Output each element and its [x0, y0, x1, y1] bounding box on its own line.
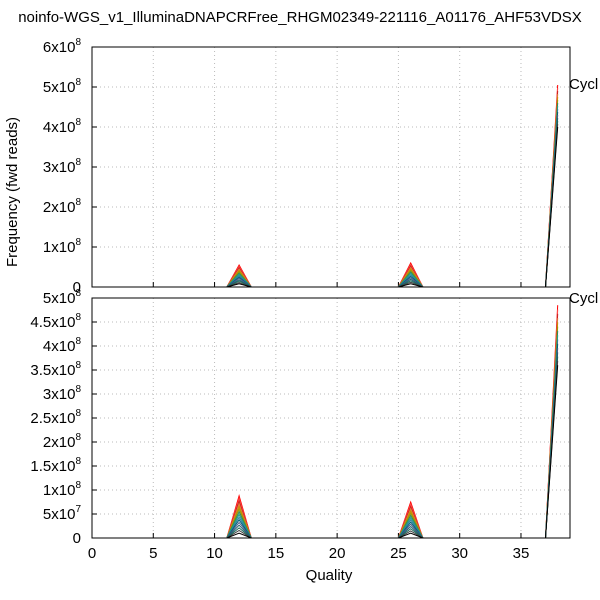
y-tick-label: 2x108 [43, 432, 82, 451]
legend-label: Cycl [569, 290, 598, 307]
y-tick-label: 3x108 [43, 157, 82, 176]
panel-top: 0 1x108 2x108 3x108 4x108 5x108 6x108 Cycl [43, 37, 598, 296]
series-line-cycle-7 [92, 330, 559, 539]
x-tick-label: 25 [390, 545, 407, 562]
series-line-cycle-14 [92, 360, 559, 539]
series-line-cycle-2 [92, 87, 559, 288]
panel-bottom: 0 5x107 1x108 1.5x108 2x108 2.5x108 3x108 3.5x1… [30, 288, 598, 562]
y-tick-label: 1.5x108 [30, 456, 81, 475]
y-tick-label: 4x108 [43, 117, 82, 136]
y-tick-label: 3.5x108 [30, 360, 81, 379]
y-tick-label: 1x108 [43, 480, 82, 499]
y-tick-label: 2x108 [43, 197, 82, 216]
y-tick-label: 5x108 [43, 77, 82, 96]
series-line-cycle-15 [92, 365, 559, 539]
series-line-cycle-10 [92, 343, 559, 539]
series-line-cycle-13 [92, 120, 559, 288]
plot-frame [91, 46, 571, 288]
series-line-cycle-5 [92, 96, 559, 288]
x-tick-label: 35 [513, 545, 530, 562]
y-tick-label: 1x108 [43, 237, 82, 256]
series-line-cycle-1 [92, 84, 559, 288]
x-tick-label: 10 [206, 545, 223, 562]
series-line-cycle-8 [92, 105, 559, 288]
series-line-cycle-11 [92, 114, 559, 288]
y-tick-label: 4.5x108 [30, 312, 81, 331]
series-line-cycle-4 [92, 318, 559, 539]
series-line-cycle-7 [92, 102, 559, 288]
x-tick-label: 20 [329, 545, 346, 562]
series-line-cycle-12 [92, 352, 559, 539]
x-tick-label: 15 [268, 545, 285, 562]
plot-panels: 01x1082x1083x1084x1085x1086x108Cycl05x10… [30, 37, 598, 562]
series-line-cycle-12 [92, 117, 559, 288]
y-tick-label: 5x108 [43, 288, 82, 307]
y-tick-label: 2.5x108 [30, 408, 81, 427]
series-line-cycle-4 [92, 93, 559, 288]
series-line-cycle-13 [92, 356, 559, 539]
y-tick-label: 5x107 [43, 504, 82, 523]
chart-title: noinfo-WGS_v1_IlluminaDNAPCRFree_RHGM023… [18, 9, 582, 26]
legend-label: Cycl [569, 76, 598, 93]
series-line-cycle-2 [92, 309, 559, 539]
y-tick-label: 4x108 [43, 336, 82, 355]
y-axis-label: Frequency (fwd reads) [4, 117, 21, 267]
series-line-cycle-9 [92, 339, 559, 539]
x-axis-label: Quality [306, 567, 353, 584]
series-line-cycle-10 [92, 111, 559, 288]
y-tick-label: 0 [73, 530, 81, 547]
series-line-cycle-1 [92, 305, 559, 539]
series-line-cycle-3 [92, 313, 559, 539]
x-tick-label: 30 [451, 545, 468, 562]
series-line-cycle-6 [92, 326, 559, 539]
series-line-cycle-11 [92, 348, 559, 539]
plot-frame [91, 297, 571, 539]
series-line-cycle-3 [92, 90, 559, 288]
x-tick-label: 0 [88, 545, 96, 562]
series-line-cycle-6 [92, 99, 559, 288]
y-tick-label: 0 [73, 279, 81, 296]
series-line-cycle-5 [92, 322, 559, 539]
x-tick-label: 5 [149, 545, 157, 562]
y-tick-label: 6x108 [43, 37, 82, 56]
series-line-cycle-8 [92, 335, 559, 539]
y-tick-label: 3x108 [43, 384, 82, 403]
series-line-cycle-14 [92, 123, 559, 288]
series-line-cycle-9 [92, 108, 559, 288]
